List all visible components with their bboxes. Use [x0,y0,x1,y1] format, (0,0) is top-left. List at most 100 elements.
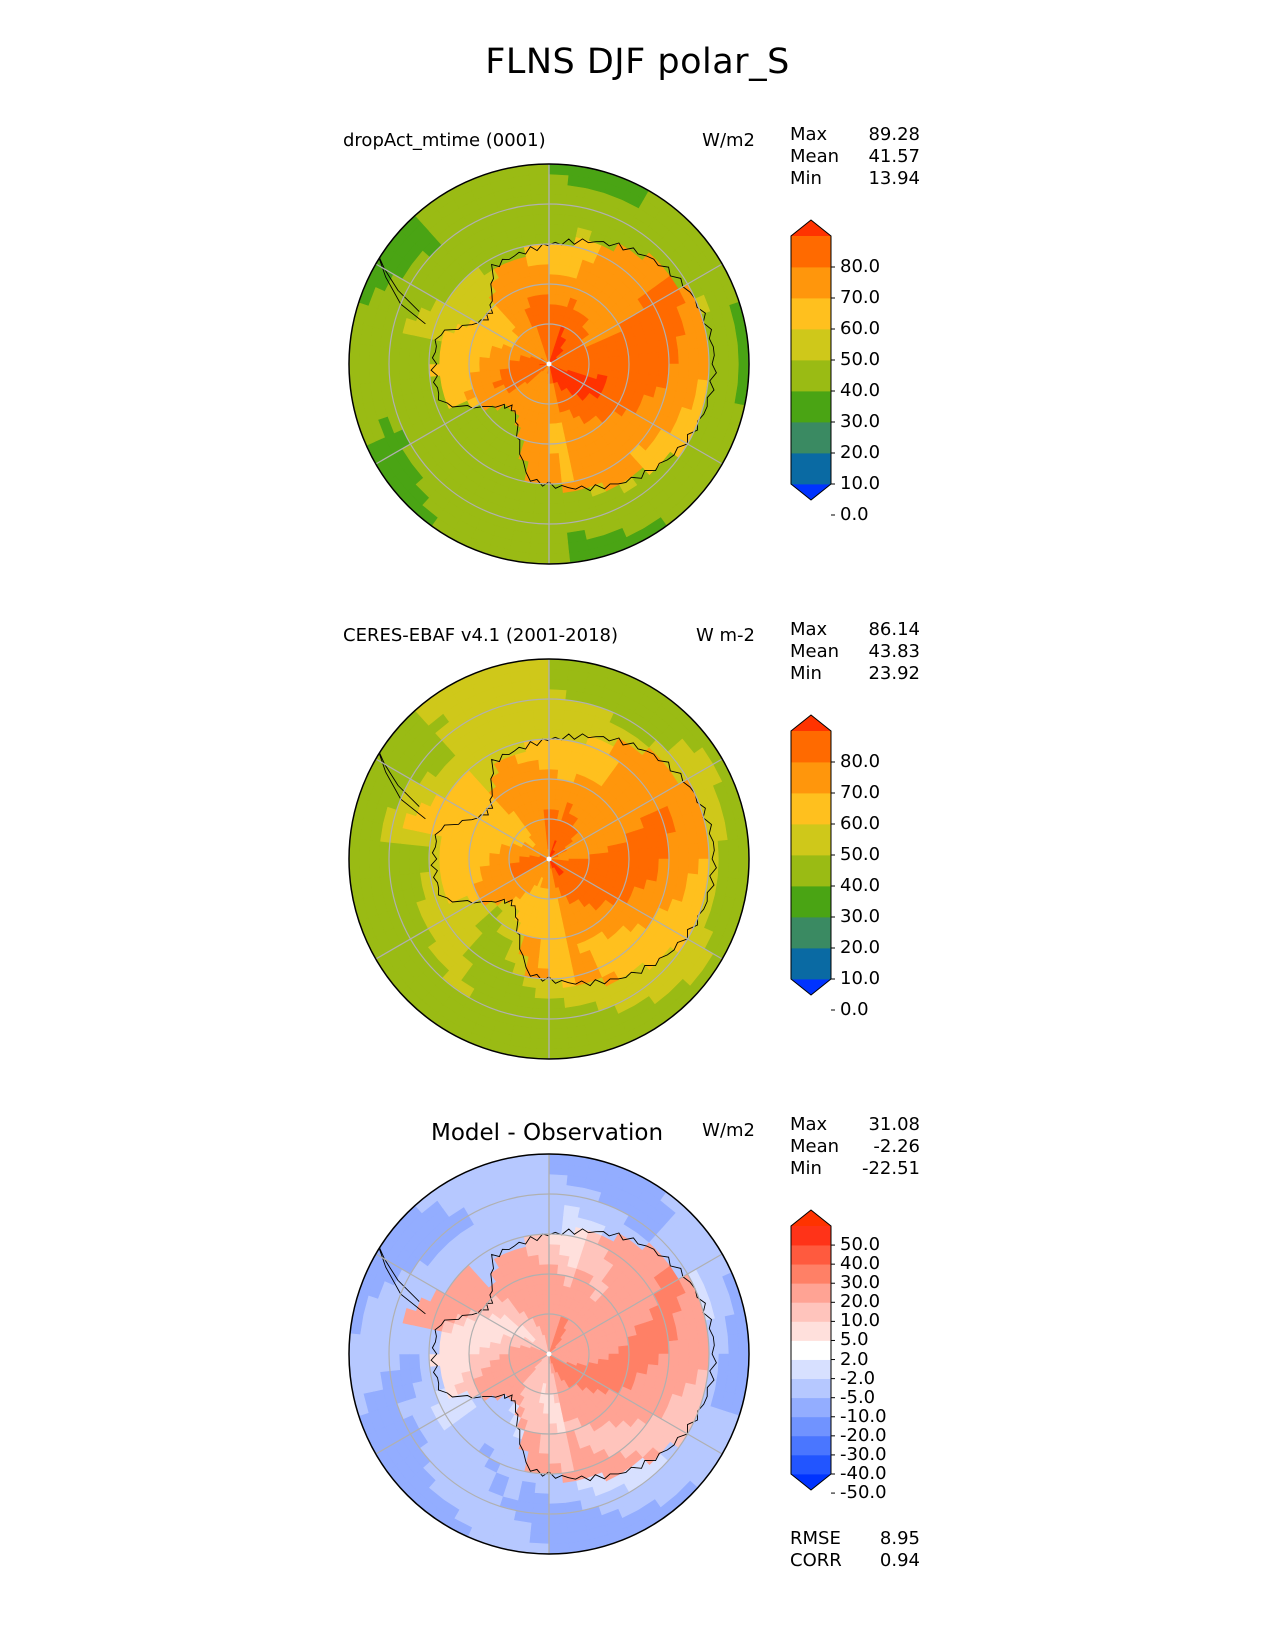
field-cell [638,858,651,870]
stat-label: Max [790,1114,828,1135]
colorbar-tick-label: 70.0 [840,782,881,803]
field-cell [548,443,559,456]
field-cell [548,1047,571,1059]
field-cell [548,552,571,564]
stat-label: Max [790,124,828,145]
field-cell [542,797,550,810]
field-cell [598,852,611,860]
colorbar-tick-label: 30.0 [840,906,881,927]
stat-value: -22.51 [861,1158,920,1179]
field-cell [543,1302,550,1315]
field-cell [598,1347,611,1355]
field-cell [648,858,661,871]
field-cell [667,858,681,874]
field-cell [538,453,550,466]
colorbar-segment [791,422,831,454]
field-cell [543,807,550,820]
stats-box: Max 89.28 Mean 41.57 Min 13.94 [790,124,920,190]
colorbar-max-extend [791,715,831,731]
colorbar-segment [791,917,831,949]
meridian-line [375,758,550,860]
metric-label: RMSE [790,1528,841,1549]
colorbar-segment [791,360,831,392]
colorbar-segment [791,1264,831,1284]
colorbar-tick-label: 40.0 [840,875,881,896]
field-cell [638,363,651,375]
meridian-line [375,858,550,960]
field-cell [548,958,561,971]
field-cell [548,757,560,770]
colorbar-max-extend [791,220,831,236]
field-cell [548,938,559,951]
field-cell [447,858,460,870]
field-cell [349,858,361,881]
field-cell [648,1342,661,1355]
field-cell [539,1262,550,1275]
field-cell [447,353,460,365]
colorbar-segment [791,1245,831,1265]
field-cell [638,1343,651,1355]
colorbar [790,714,835,1011]
colorbar-tick-label: 20.0 [840,442,881,463]
colorbar-tick-label: 50.0 [840,349,881,370]
field-cell [477,1353,490,1362]
meridian-line [375,1253,550,1355]
field-cell [548,403,555,416]
field-cell [417,1353,431,1369]
field-cell [527,164,550,176]
meridian-line [548,1353,723,1455]
field-cell [457,354,470,365]
field-cell [457,363,470,374]
field-cell [417,858,431,874]
colorbar-tick-label: 80.0 [840,751,881,772]
field-cell [534,232,550,246]
units-label: W/m2 [702,1120,755,1141]
field-layer [349,659,749,1059]
field-cell [538,262,550,275]
field-cell [598,357,611,365]
meridian-line [548,1253,723,1355]
field-cell [437,1353,450,1366]
field-cell [539,272,550,285]
field-cell [648,847,661,860]
pole-marker [546,856,552,862]
field-cell [543,312,550,325]
field-cell [548,747,561,760]
colorbar-tick-label: 10.0 [840,473,881,494]
field-cell [667,349,681,365]
colorbar-segment [791,793,831,825]
colorbar-segment [791,1378,831,1399]
field-cell [548,1453,561,1466]
colorbar-min-extend [791,979,831,995]
field-cell [437,352,450,365]
metric-value: 8.95 [879,1528,920,1549]
colorbar-tick-label: 10.0 [840,1310,881,1332]
colorbar-tick-label: -50.0 [840,1482,887,1504]
field-cell [608,356,621,365]
field-cell [538,948,550,961]
field-cell [447,363,460,375]
field-cell [437,847,450,860]
field-cell [628,1344,641,1355]
units-label: W/m2 [702,130,755,151]
colorbar-outline [790,714,832,996]
field-cell [417,844,431,860]
colorbar-segment [791,391,831,423]
field-cell [497,363,510,370]
field-cell [548,977,564,991]
metrics-box: RMSE 8.95 CORR 0.94 [790,1528,920,1572]
colorbar-segment [791,1283,831,1303]
field-cell [548,1403,556,1416]
field-cell [588,1348,601,1355]
field-cell [667,844,681,860]
field-cell [548,1433,559,1446]
panel-title: CERES-EBAF v4.1 (2001-2018) [343,625,619,646]
colorbar-segment [791,1359,831,1380]
field-cell [548,1262,559,1275]
units-label: W m-2 [695,625,755,646]
colorbar-segment [791,329,831,361]
field-cell [417,363,431,379]
field-cell [648,363,661,376]
meridian-line [375,1353,550,1455]
colorbar-tick-label: 40.0 [840,1253,881,1275]
